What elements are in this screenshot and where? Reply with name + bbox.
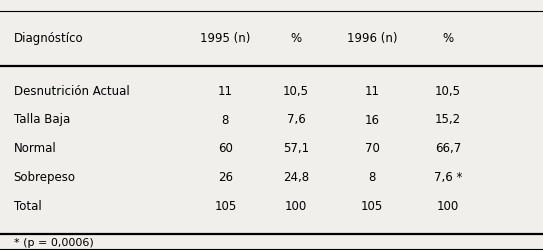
Text: 11: 11: [364, 85, 380, 98]
Text: 10,5: 10,5: [283, 85, 309, 98]
Text: 16: 16: [364, 114, 380, 126]
Text: 57,1: 57,1: [283, 142, 309, 155]
Text: 105: 105: [361, 200, 383, 213]
Text: 66,7: 66,7: [435, 142, 461, 155]
Text: 1995 (n): 1995 (n): [200, 32, 250, 45]
Text: 70: 70: [364, 142, 380, 155]
Text: 15,2: 15,2: [435, 114, 461, 126]
Text: Sobrepeso: Sobrepeso: [14, 171, 75, 184]
Text: 24,8: 24,8: [283, 171, 309, 184]
Text: 100: 100: [285, 200, 307, 213]
Text: 7,6 *: 7,6 *: [434, 171, 462, 184]
Text: Desnutrición Actual: Desnutrición Actual: [14, 85, 129, 98]
Text: 100: 100: [437, 200, 459, 213]
Text: 60: 60: [218, 142, 233, 155]
Text: 10,5: 10,5: [435, 85, 461, 98]
Text: 8: 8: [222, 114, 229, 126]
Text: %: %: [443, 32, 453, 45]
Text: Normal: Normal: [14, 142, 56, 155]
Text: Diagnóstíco: Diagnóstíco: [14, 32, 83, 45]
Text: 8: 8: [368, 171, 376, 184]
Text: 1996 (n): 1996 (n): [346, 32, 397, 45]
Text: Total: Total: [14, 200, 41, 213]
Text: 26: 26: [218, 171, 233, 184]
Text: * (p = 0,0006): * (p = 0,0006): [14, 238, 93, 248]
Text: 11: 11: [218, 85, 233, 98]
Text: %: %: [291, 32, 301, 45]
Text: 7,6: 7,6: [287, 114, 305, 126]
Text: 105: 105: [214, 200, 236, 213]
Text: Talla Baja: Talla Baja: [14, 114, 70, 126]
